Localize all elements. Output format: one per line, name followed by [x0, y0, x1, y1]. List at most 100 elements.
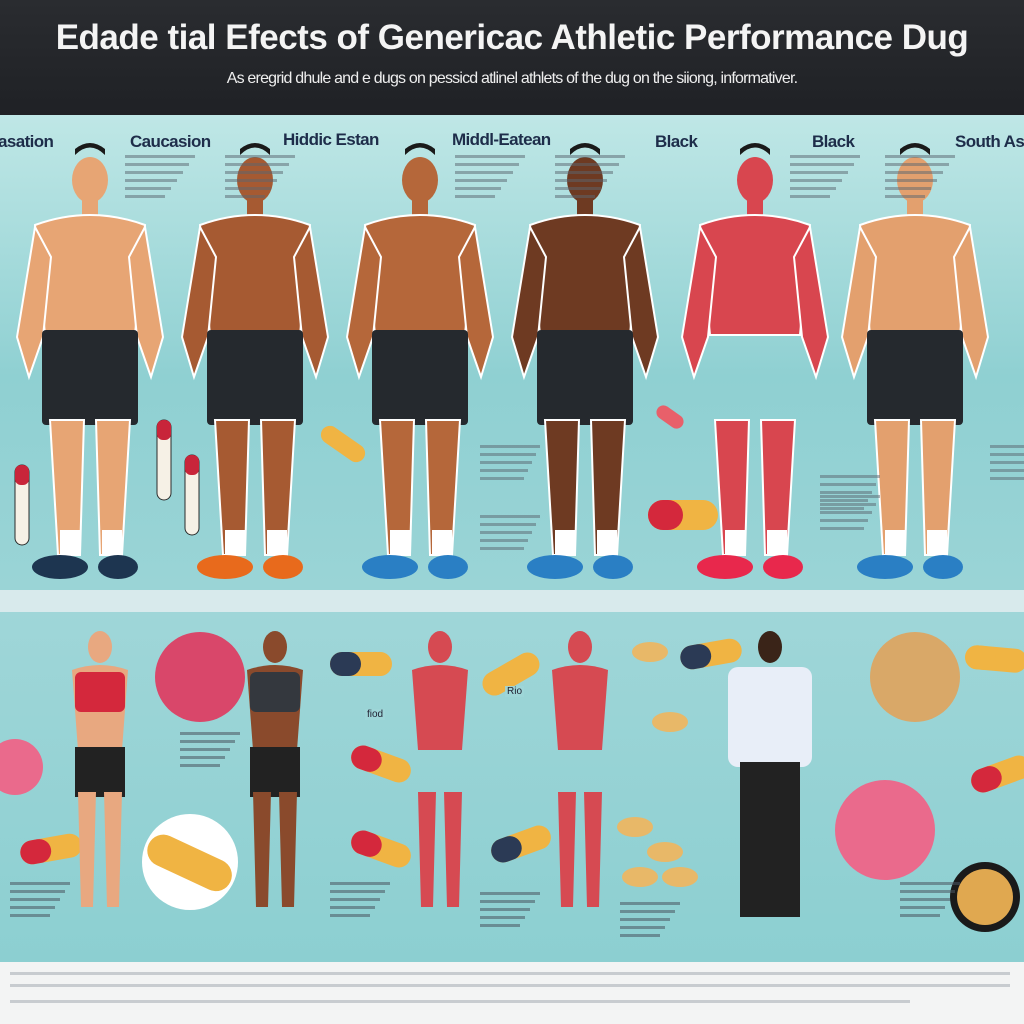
shoe [593, 555, 633, 579]
neck [577, 200, 593, 215]
description-text-line [790, 155, 860, 158]
description-text-line [225, 171, 283, 174]
tablet-icon [652, 712, 688, 732]
shirt [728, 667, 812, 767]
arms [180, 223, 330, 381]
neck [247, 200, 263, 215]
description-text-line [820, 483, 876, 486]
description-text-line [180, 740, 235, 743]
description-text-line [900, 882, 960, 885]
description-text-line [790, 179, 842, 182]
capsule-half [648, 500, 683, 530]
description-text-line [480, 469, 528, 472]
athlete-figure [840, 143, 990, 579]
description-text-line [125, 179, 177, 182]
shoe [763, 555, 803, 579]
group-label: Middl-Eatean [452, 130, 551, 149]
description-text-line [330, 898, 380, 901]
description-text-line [620, 934, 660, 937]
legs [558, 792, 602, 907]
group-label: Hiddic Estan [283, 130, 379, 149]
description-text-line [225, 195, 265, 198]
description-text-line [125, 163, 189, 166]
sock [225, 530, 245, 555]
legs [418, 792, 462, 907]
description-text-line [225, 179, 277, 182]
shorts [867, 330, 963, 425]
head [568, 631, 592, 663]
description-text-line [820, 519, 868, 522]
small-label: fiod [365, 709, 386, 720]
person-figure [412, 631, 468, 907]
capsule-half [680, 644, 712, 670]
description-text-line [900, 906, 945, 909]
vial-cap [185, 455, 199, 475]
shoe [98, 555, 138, 579]
description-text-line [330, 882, 390, 885]
description-text-line [885, 187, 931, 190]
description-text-line [125, 195, 165, 198]
sock [390, 530, 410, 555]
arms [680, 223, 830, 381]
description-text-line [820, 495, 880, 498]
description-text-line [990, 469, 1024, 472]
athlete-figures [14, 143, 1024, 579]
description-text-line [480, 461, 532, 464]
hair [240, 143, 270, 155]
head [72, 157, 108, 203]
torso [363, 214, 477, 336]
description-text-line [330, 906, 375, 909]
person-figure [72, 631, 128, 907]
torso [412, 665, 468, 750]
shoe [697, 555, 753, 579]
torso [552, 665, 608, 750]
description-text-line [885, 179, 937, 182]
torso [858, 214, 972, 336]
hair [75, 143, 105, 155]
description-text-line [455, 179, 507, 182]
small-label: Rio [505, 686, 525, 697]
description-text-line [480, 916, 525, 919]
trousers [740, 762, 800, 917]
shorts [372, 330, 468, 425]
footer-line [10, 1000, 910, 1003]
capsule-half [330, 652, 361, 676]
athlete-figure [345, 143, 495, 579]
shoe [527, 555, 583, 579]
torso [198, 214, 312, 336]
athlete-figure [680, 143, 830, 579]
description-text-line [330, 890, 385, 893]
description-text-line [225, 187, 271, 190]
description-text-line [480, 531, 532, 534]
capsule-half [351, 745, 382, 772]
sock [102, 530, 122, 555]
group-label: South As [955, 132, 1024, 151]
description-text-line [820, 491, 872, 494]
neck [82, 200, 98, 215]
capsule-half [965, 645, 997, 670]
description-text-line [820, 499, 868, 502]
pills-and-figures [0, 631, 1024, 937]
tablet-icon [647, 842, 683, 862]
description-text-line [620, 902, 680, 905]
description-text-line [555, 187, 601, 190]
description-text-line [990, 445, 1024, 448]
description-text-line [455, 171, 513, 174]
shoe [197, 555, 253, 579]
head [263, 631, 287, 663]
footer-line [10, 984, 1010, 987]
group-label: Black [812, 132, 855, 151]
description-text-line [180, 756, 225, 759]
description-text-line [10, 898, 60, 901]
vial-cap [15, 465, 29, 485]
description-text-line [790, 163, 854, 166]
description-text-line [480, 523, 536, 526]
shorts [250, 747, 300, 797]
description-text-line [820, 503, 876, 506]
divider-strip [0, 590, 1024, 612]
description-text-line [820, 527, 864, 530]
description-text-line [10, 890, 65, 893]
person-figure [247, 631, 303, 907]
description-text-line [180, 764, 220, 767]
description-text-line [555, 195, 595, 198]
